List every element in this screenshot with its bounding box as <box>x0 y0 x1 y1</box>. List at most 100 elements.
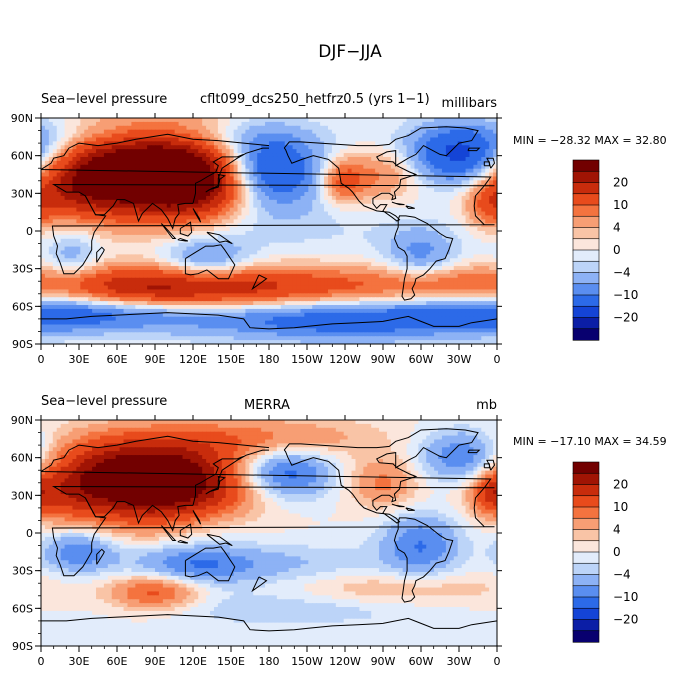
field-cell <box>296 192 302 197</box>
field-cell <box>147 215 152 220</box>
field-cell <box>398 184 404 189</box>
field-cell <box>229 250 235 255</box>
field-cell <box>457 234 463 240</box>
field-cell <box>60 172 66 178</box>
field-cell <box>225 176 231 181</box>
field-cell <box>111 281 117 287</box>
field-cell <box>206 121 211 127</box>
field-cell <box>127 188 133 193</box>
field-cell <box>68 164 74 170</box>
field-cell <box>394 121 400 127</box>
field-cell <box>92 160 97 166</box>
field-cell <box>343 215 349 220</box>
field-cell <box>327 207 333 213</box>
field-cell <box>96 156 101 162</box>
field-cell <box>276 219 282 224</box>
field-cell <box>363 184 368 189</box>
field-cell <box>194 145 199 150</box>
field-cell <box>438 234 443 240</box>
field-cell <box>422 118 427 123</box>
field-cell <box>41 176 46 181</box>
field-cell <box>276 234 282 240</box>
field-cell <box>147 195 152 201</box>
field-cell <box>107 277 113 283</box>
field-cell <box>327 129 333 135</box>
field-cell <box>331 234 337 240</box>
field-cell <box>253 156 258 162</box>
field-cell <box>265 207 270 213</box>
field-cell <box>363 160 368 166</box>
field-cell <box>213 246 219 252</box>
field-cell <box>331 242 337 248</box>
field-cell <box>84 262 89 267</box>
field-cell <box>320 242 325 248</box>
field-cell <box>213 242 219 248</box>
field-cell <box>123 215 129 220</box>
field-cell <box>481 254 486 259</box>
field-cell <box>147 137 152 142</box>
field-cell <box>52 172 58 178</box>
field-cell <box>457 195 463 201</box>
field-cell <box>206 180 211 185</box>
field-cell <box>269 227 274 232</box>
field-cell <box>485 203 490 209</box>
field-cell <box>469 121 475 127</box>
field-cell <box>434 281 439 287</box>
field-cell <box>186 149 191 154</box>
field-cell <box>355 215 361 220</box>
field-cell <box>206 211 211 217</box>
field-cell <box>44 207 50 213</box>
field-cell <box>453 133 459 139</box>
field-cell <box>233 273 239 279</box>
field-cell <box>430 118 435 123</box>
field-cell <box>272 242 278 248</box>
field-cell <box>430 168 435 174</box>
field-cell <box>257 242 262 248</box>
field-cell <box>151 192 156 197</box>
field-cell <box>426 118 431 123</box>
field-cell <box>371 254 376 259</box>
field-cell <box>434 149 439 154</box>
field-cell <box>414 160 419 166</box>
field-cell <box>347 281 353 287</box>
field-cell <box>72 156 77 162</box>
field-cell <box>449 156 455 162</box>
field-cell <box>339 184 345 189</box>
field-cell <box>88 176 93 181</box>
field-cell <box>135 277 140 283</box>
field-cell <box>178 250 184 255</box>
field-cell <box>292 258 298 263</box>
field-cell <box>151 156 156 162</box>
field-cell <box>135 149 140 154</box>
field-cell <box>119 188 125 193</box>
field-cell <box>485 199 490 205</box>
field-cell <box>265 262 270 267</box>
field-cell <box>292 149 298 154</box>
field-cell <box>335 188 341 193</box>
field-cell <box>174 149 180 154</box>
field-cell <box>363 231 368 236</box>
field-cell <box>410 184 416 189</box>
field-cell <box>438 203 443 209</box>
field-cell <box>489 192 494 197</box>
field-cell <box>473 269 478 275</box>
field-cell <box>335 219 341 224</box>
field-cell <box>135 141 140 146</box>
field-cell <box>339 149 345 154</box>
field-cell <box>489 125 494 131</box>
field-cell <box>135 203 140 209</box>
field-cell <box>383 203 388 209</box>
field-cell <box>280 180 286 185</box>
field-cell <box>84 258 89 263</box>
field-cell <box>485 266 490 271</box>
field-cell <box>359 125 364 131</box>
field-cell <box>363 281 368 287</box>
field-cell <box>151 211 156 217</box>
field-cell <box>394 250 400 255</box>
field-cell <box>111 199 117 205</box>
field-cell <box>414 223 419 228</box>
field-cell <box>300 207 305 213</box>
field-cell <box>233 231 239 236</box>
field-cell <box>265 203 270 209</box>
field-cell <box>489 184 494 189</box>
